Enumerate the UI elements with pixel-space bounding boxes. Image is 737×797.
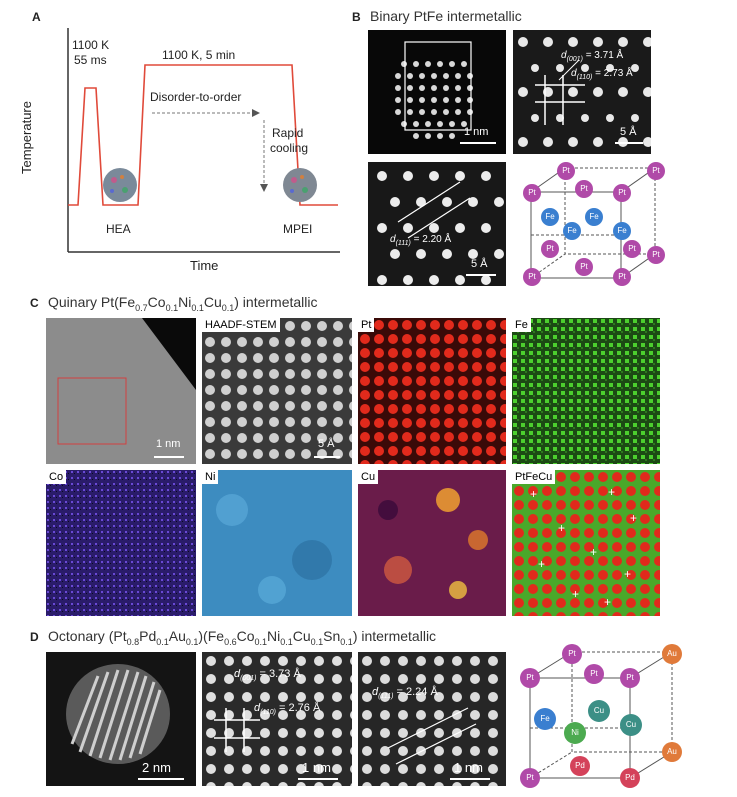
atom-fe-center: Fe bbox=[563, 222, 581, 240]
scale-bar-label: 1 nm bbox=[454, 760, 483, 775]
atom-cu: Cu bbox=[620, 714, 642, 736]
panel-d-letter: D bbox=[30, 630, 39, 644]
svg-text:+: + bbox=[608, 485, 615, 499]
octonary-unit-cell-schematic: Pt Pt Au Pt Pt Fe Cu Ni Cu Pt Pd Pd Au bbox=[512, 644, 690, 790]
svg-text:+: + bbox=[604, 595, 611, 609]
atom-pt-face: Pt bbox=[623, 240, 641, 258]
atom-pt-corner: Pt bbox=[557, 162, 575, 180]
panel-a-temperature-profile bbox=[67, 28, 340, 253]
svg-text:+: + bbox=[630, 511, 637, 525]
hea-particle bbox=[103, 168, 137, 202]
svg-text:+: + bbox=[572, 587, 579, 601]
atom-pt-face: Pt bbox=[575, 258, 593, 276]
peak-label-bottom: 55 ms bbox=[74, 53, 107, 67]
ptfe-unit-cell-schematic: Pt Pt Pt Pt Pt Fe Fe Fe Fe Pt Pt Pt Pt P… bbox=[513, 162, 673, 286]
ptfe-lattice-image-111: d(111) = 2.20 Å 5 Å bbox=[368, 162, 506, 286]
cu-map-image: Cu bbox=[358, 470, 506, 616]
svg-text:+: + bbox=[530, 487, 537, 501]
ptfe-atom-lattice bbox=[395, 61, 473, 139]
atom-pt: Pt bbox=[520, 668, 540, 688]
octonary-lattice-image-001: d(001) = 3.73 Å d(110) = 2.76 Å 1 nm bbox=[202, 652, 352, 786]
temperature-curve bbox=[68, 64, 338, 206]
d001-annotation: d(001) = 3.71 Å bbox=[561, 50, 624, 63]
atom-pt: Pt bbox=[584, 664, 604, 684]
atom-pt: Pt bbox=[520, 768, 540, 788]
hea-label: HEA bbox=[106, 222, 131, 236]
d001-annotation: d(001) = 3.73 Å bbox=[234, 668, 301, 683]
atom-pt-face: Pt bbox=[575, 180, 593, 198]
ptfecu-map-label: PtFeCu bbox=[512, 470, 556, 484]
fe-map-label: Fe bbox=[512, 318, 531, 332]
d110-annotation: d(110) = 2.73 Å bbox=[571, 68, 633, 81]
ni-map-image: Ni bbox=[202, 470, 352, 616]
panel-b-title: Binary PtFe intermetallic bbox=[370, 8, 522, 24]
ni-map-label: Ni bbox=[202, 470, 219, 484]
atom-pt-corner: Pt bbox=[647, 246, 665, 264]
peak-label-top: 1100 K bbox=[72, 38, 110, 52]
co-map-image: Co bbox=[46, 470, 196, 616]
atom-pt-corner: Pt bbox=[613, 184, 631, 202]
atom-pt-corner: Pt bbox=[523, 184, 541, 202]
atom-au: Au bbox=[662, 644, 682, 664]
ptfe-particle-image: 1 nm bbox=[368, 30, 506, 154]
pt-map-label: Pt bbox=[358, 318, 375, 332]
cu-map-label: Cu bbox=[358, 470, 379, 484]
panel-a-letter: A bbox=[32, 10, 41, 24]
octonary-lattice-image-111: d(111) = 2.24 Å 1 nm bbox=[358, 652, 506, 786]
scale-bar-label: 2 nm bbox=[142, 760, 171, 775]
d110-annotation: d(110) = 2.76 Å bbox=[254, 702, 321, 717]
d111-annotation: d(111) = 2.24 Å bbox=[372, 686, 438, 701]
scale-bar-label: 1 nm bbox=[302, 760, 331, 775]
atom-ni: Ni bbox=[564, 722, 586, 744]
co-map-label: Co bbox=[46, 470, 67, 484]
atom-pt-corner: Pt bbox=[613, 268, 631, 286]
panel-c-title: Quinary Pt(Fe0.7Co0.1Ni0.1Cu0.1) interme… bbox=[48, 294, 318, 313]
scale-bar-label: 5 Å bbox=[620, 126, 637, 138]
y-axis-label: Temperature bbox=[18, 101, 34, 174]
fe-map-image: Fe bbox=[512, 318, 660, 464]
panel-d-title: Octonary (Pt0.8Pd0.1Au0.1)(Fe0.6Co0.1Ni0… bbox=[48, 628, 437, 647]
mpei-particle bbox=[283, 168, 317, 202]
panel-b-letter: B bbox=[352, 10, 361, 24]
atom-pt-corner: Pt bbox=[523, 268, 541, 286]
scale-bar-label: 5 Å bbox=[318, 438, 335, 450]
atom-au: Au bbox=[662, 742, 682, 762]
atom-pt: Pt bbox=[562, 644, 582, 664]
scale-bar-label: 5 Å bbox=[471, 258, 488, 270]
atom-pt-corner: Pt bbox=[647, 162, 665, 180]
atom-fe-center: Fe bbox=[613, 222, 631, 240]
plateau-label: 1100 K, 5 min bbox=[162, 48, 236, 62]
atom-pd: Pd bbox=[570, 756, 590, 776]
disorder-to-order-label: Disorder-to-order bbox=[150, 90, 242, 104]
ptfe-lattice-image-001: d(001) = 3.71 Å d(110) = 2.73 Å 5 Å bbox=[513, 30, 651, 154]
panel-c-letter: C bbox=[30, 296, 39, 310]
scale-bar-label: 1 nm bbox=[156, 438, 181, 450]
atom-cu: Cu bbox=[588, 700, 610, 722]
d111-annotation: d(111) = 2.20 Å bbox=[390, 234, 452, 247]
ptfecu-overlay-image: + + + + + + + + + PtFeCu bbox=[512, 470, 660, 616]
mpei-label: MPEI bbox=[283, 222, 313, 236]
atom-fe-center: Fe bbox=[585, 208, 603, 226]
x-axis-label: Time bbox=[190, 258, 219, 273]
quinary-overview-image: 1 nm bbox=[46, 318, 196, 464]
atom-fe-center: Fe bbox=[541, 208, 559, 226]
atom-pd: Pd bbox=[620, 768, 640, 788]
atom-fe: Fe bbox=[534, 708, 556, 730]
octonary-particle-image: 2 nm bbox=[46, 652, 196, 786]
svg-text:+: + bbox=[558, 521, 565, 535]
cooling-label-bottom: cooling bbox=[270, 141, 309, 155]
svg-text:+: + bbox=[590, 545, 597, 559]
scale-bar-label: 1 nm bbox=[464, 126, 489, 138]
cooling-label-top: Rapid bbox=[272, 126, 304, 140]
atom-pt: Pt bbox=[620, 668, 640, 688]
svg-text:+: + bbox=[624, 567, 631, 581]
pt-map-image: Pt bbox=[358, 318, 506, 464]
svg-text:+: + bbox=[538, 557, 545, 571]
atom-pt-face: Pt bbox=[541, 240, 559, 258]
haadf-stem-image: HAADF-STEM 5 Å bbox=[202, 318, 352, 464]
haadf-stem-label: HAADF-STEM bbox=[202, 318, 280, 332]
